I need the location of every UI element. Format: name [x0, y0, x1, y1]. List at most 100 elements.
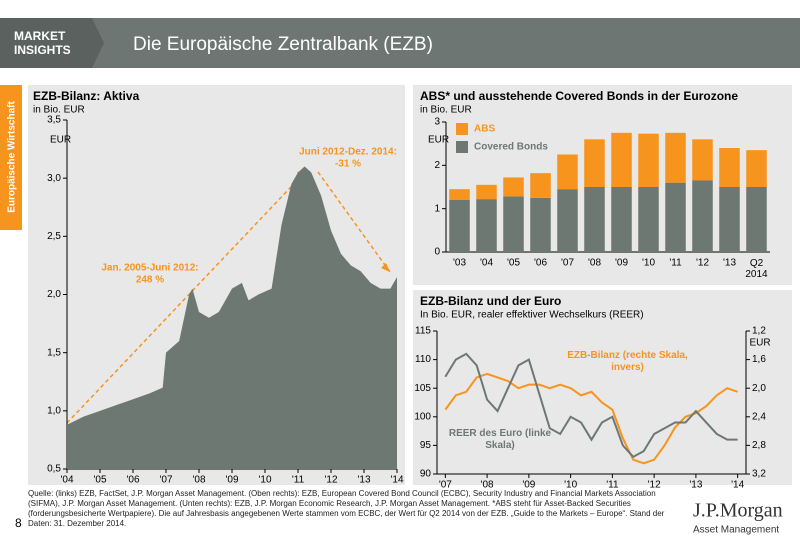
sidebar-label: Europäische Wirtschaft: [7, 101, 18, 213]
y-tick-label: 0: [434, 247, 440, 258]
source-note: Quelle: (links) EZB, FactSet, J.P. Morga…: [28, 489, 665, 528]
y-tick-label: 1: [434, 203, 440, 214]
x-tick-label: '13: [723, 258, 736, 269]
y2-tick-label: 2,4: [752, 411, 766, 422]
annotation: -31 %: [335, 159, 361, 170]
axis-label: EUR: [50, 135, 71, 146]
logo-text: INSIGHTS: [14, 43, 71, 57]
x-tick-label: '12: [696, 258, 709, 269]
chart-subtitle: in Bio. EUR: [420, 105, 472, 116]
logo-box: [0, 18, 104, 68]
x-tick-label: '05: [507, 258, 520, 269]
y-tick-label: 100: [414, 411, 431, 422]
x-tick-label: '10: [642, 258, 655, 269]
y-tick-label: 2,0: [47, 289, 61, 300]
bar: [503, 177, 524, 197]
x-tick-label: '05: [93, 475, 106, 486]
y-tick-label: 0,5: [47, 464, 61, 475]
bar: [746, 150, 767, 187]
brand-sub: Asset Management: [693, 525, 779, 536]
x-tick-label: Q2 2014: [745, 258, 768, 280]
x-tick-label: '09: [225, 475, 238, 486]
legend-label: Covered Bonds: [474, 142, 548, 153]
y-tick-label: 3,5: [47, 115, 61, 126]
bar: [557, 189, 578, 252]
y2-tick-label: 3,2: [752, 469, 766, 480]
x-tick-label: '04: [60, 475, 73, 486]
area: [67, 166, 397, 470]
logo-text: MARKET: [14, 29, 66, 43]
x-tick-label: '04: [480, 258, 493, 269]
x-tick-label: '08: [588, 258, 601, 269]
annotation: Jan. 2005-Juni 2012:: [101, 263, 198, 274]
x-tick-label: '06: [534, 258, 547, 269]
y-tick-label: 3: [434, 117, 440, 128]
y-tick-label: 1,5: [47, 347, 61, 358]
x-tick-label: '14: [390, 475, 403, 486]
y-tick-label: 110: [415, 354, 431, 365]
bar: [611, 187, 632, 252]
x-tick-label: '08: [192, 475, 205, 486]
x-tick-label: '07: [561, 258, 574, 269]
x-tick-label: '09: [522, 480, 535, 491]
sidebar: [0, 85, 22, 230]
legend-label: ABS: [474, 124, 495, 135]
line: [444, 352, 738, 459]
series-label-box: EZB-Bilanz (rechte Skala, invers): [567, 350, 688, 373]
line: [444, 372, 738, 465]
x-tick-label: '10: [564, 480, 577, 491]
chart-title: EZB-Bilanz und der Euro: [420, 294, 561, 308]
header-title: Die Europäische Zentralbank (EZB): [133, 34, 433, 55]
x-tick-label: '12: [648, 480, 661, 491]
y-tick-label: 90: [420, 469, 432, 480]
legend-swatch: [456, 123, 468, 135]
axis-label: EUR: [749, 338, 770, 349]
arrow-head: [381, 263, 390, 272]
chart-title: EZB-Bilanz: Aktiva: [33, 89, 140, 103]
bar: [476, 199, 497, 252]
bar: [665, 182, 686, 252]
x-tick-label: '11: [669, 258, 682, 269]
bar: [530, 197, 551, 252]
bar: [584, 139, 605, 187]
bar: [692, 139, 713, 181]
header-band: [0, 18, 800, 68]
x-tick-label: '07: [439, 480, 452, 491]
x-tick-label: '06: [126, 475, 139, 486]
axis-label: EUR: [428, 135, 449, 146]
x-tick-label: '07: [159, 475, 172, 486]
bar: [665, 132, 686, 183]
y-tick-label: 3,0: [47, 173, 61, 184]
bar: [449, 200, 470, 252]
bar: [584, 187, 605, 252]
annotation: 248 %: [136, 275, 164, 286]
series-label: REER des Euro (linke Skala): [448, 428, 552, 451]
bar: [449, 189, 470, 200]
y2-tick-label: 1,6: [752, 354, 766, 365]
x-tick-label: '10: [258, 475, 271, 486]
x-tick-label: '11: [292, 475, 305, 486]
bar: [719, 187, 740, 252]
y-tick-label: 105: [414, 383, 431, 394]
chart-title: ABS* und ausstehende Covered Bonds in de…: [420, 89, 738, 103]
annotation: Juni 2012-Dez. 2014:: [299, 147, 397, 158]
bar: [503, 196, 524, 252]
series-label-box: REER des Euro (linke Skala): [448, 428, 552, 451]
series-label: EZB-Bilanz (rechte Skala, invers): [567, 350, 688, 373]
y2-tick-label: 1,2: [752, 326, 766, 337]
x-tick-label: '03: [453, 258, 466, 269]
y-tick-label: 115: [415, 326, 431, 337]
y-tick-label: 2,5: [47, 231, 61, 242]
y2-tick-label: 2,8: [752, 440, 766, 451]
bar: [611, 132, 632, 187]
x-tick-label: '11: [606, 480, 619, 491]
page-number: 8: [15, 516, 22, 530]
x-tick-label: '13: [357, 475, 370, 486]
y2-tick-label: 2,0: [752, 383, 766, 394]
bar: [530, 173, 551, 198]
legend-swatch: [456, 141, 468, 153]
x-tick-label: '12: [324, 475, 337, 486]
y-tick-label: 2: [434, 160, 440, 171]
